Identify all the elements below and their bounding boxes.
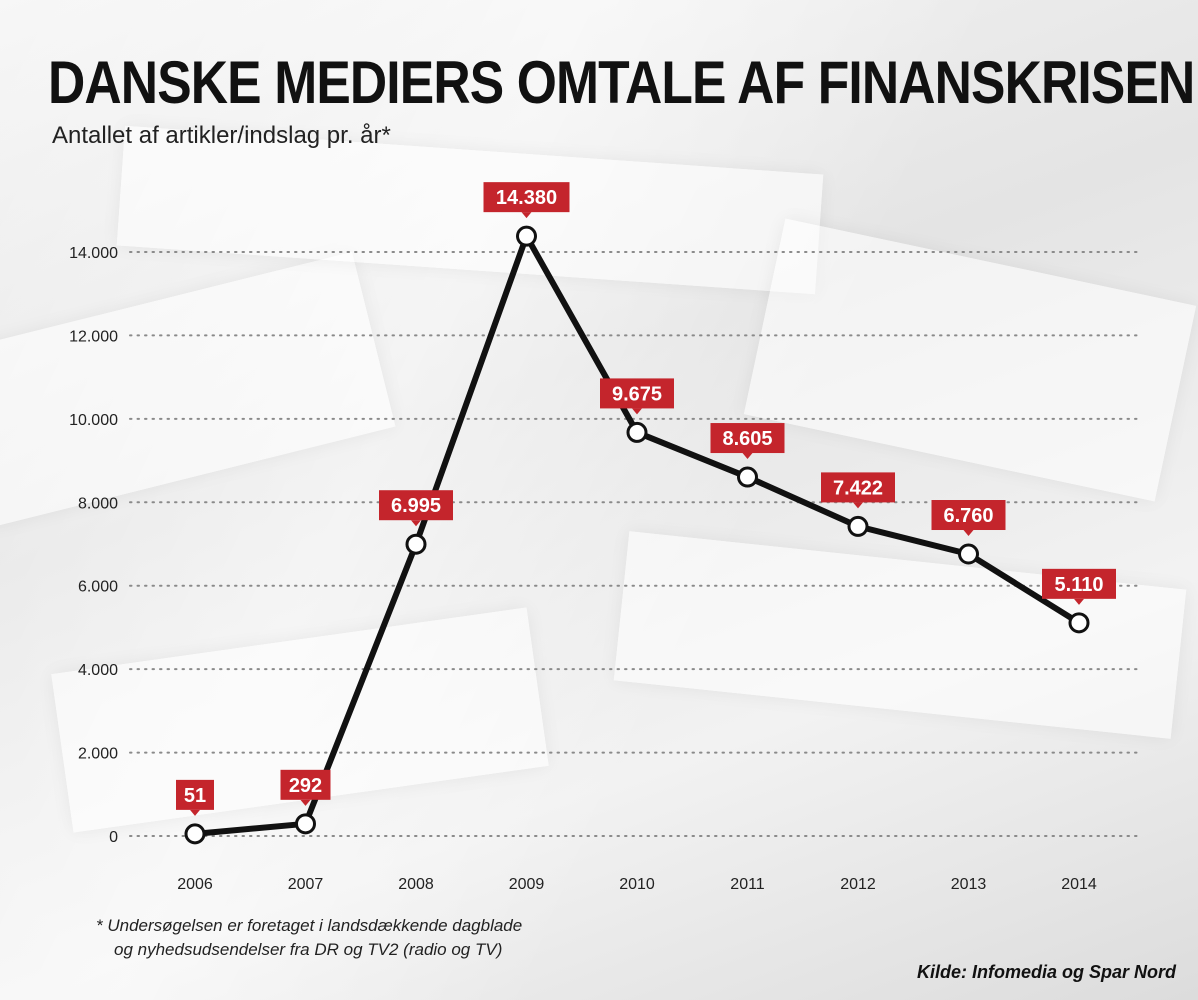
data-point: [516, 225, 537, 247]
x-tick-label: 2007: [288, 876, 324, 893]
data-label-box: [600, 378, 674, 409]
data-label-box: [176, 779, 214, 810]
data-point: [1068, 612, 1090, 634]
data-label: 7.422: [833, 477, 883, 499]
data-label: 14.380: [496, 187, 557, 209]
y-axis-ticks: 0 2.000 4.000 6.000 8.000 10.000 12.000 14.000: [69, 245, 118, 846]
data-label-pointer: [190, 809, 200, 816]
data-label-box: [483, 182, 570, 213]
y-tick-label: 2.000: [78, 746, 118, 763]
data-label: 8.605: [722, 428, 772, 450]
data-label: 6.760: [943, 505, 993, 527]
data-label-box: [931, 500, 1006, 531]
data-point: [847, 515, 869, 537]
marker-layer: [184, 225, 1090, 845]
y-tick-label: 12.000: [69, 328, 118, 345]
data-point: [626, 421, 648, 443]
data-label-box: [379, 490, 453, 521]
series-line-layer: [192, 233, 1082, 837]
data-label-box: [821, 472, 895, 503]
data-label: 9.675: [612, 383, 662, 405]
chart-subtitle: Antallet af artikler/indslag pr. år*: [52, 122, 391, 149]
x-tick-label: 2006: [177, 876, 213, 893]
series-line: [192, 233, 1082, 837]
data-label-pointer: [521, 212, 532, 219]
data-point: [958, 543, 979, 565]
data-point: [405, 533, 427, 555]
data-label-pointer: [632, 408, 642, 415]
data-label-box: [710, 423, 785, 454]
y-tick-label: 10.000: [69, 412, 118, 429]
x-tick-label: 2010: [619, 876, 655, 893]
data-label-pointer: [742, 453, 753, 460]
data-point: [737, 466, 758, 488]
data-label: 5.110: [1055, 574, 1104, 596]
x-tick-label: 2009: [509, 876, 545, 893]
data-label: 51: [184, 785, 206, 807]
x-tick-label: 2011: [730, 876, 765, 893]
data-label-pointer: [963, 530, 974, 537]
grid-layer: [129, 251, 1141, 837]
x-tick-label: 2014: [1061, 876, 1097, 893]
y-tick-label: 6.000: [78, 579, 118, 596]
y-tick-label: 8.000: [78, 495, 118, 512]
footnote-line-2: og nyhedsudsendelser fra DR og TV2 (radi…: [114, 940, 503, 959]
data-label-box: [1042, 568, 1116, 599]
data-label: 6.995: [391, 495, 441, 517]
x-tick-label: 2008: [398, 876, 434, 893]
source-credit: Kilde: Infomedia og Spar Nord: [916, 962, 1176, 982]
data-point: [295, 813, 316, 835]
data-label-pointer: [411, 520, 421, 527]
y-tick-label: 14.000: [69, 245, 118, 262]
data-label-pointer: [300, 799, 311, 806]
x-axis-ticks: 2006 2007 2008 2009 2010 2011 2012 2013 2014: [177, 876, 1097, 893]
data-label-layer: 51 292 6.995 14.380 9.675 8.605 7.422 6.760 5.11…: [176, 182, 1116, 816]
y-tick-label: 0: [109, 829, 118, 846]
data-label-pointer: [853, 502, 863, 509]
data-label-pointer: [1074, 598, 1084, 605]
data-label-box: [280, 769, 331, 800]
data-point: [184, 823, 206, 845]
x-tick-label: 2013: [951, 876, 987, 893]
footnote: * Undersøgelsen er foretaget i landsdækk…: [96, 914, 716, 962]
y-tick-label: 4.000: [78, 662, 118, 679]
chart-title: DANSKE MEDIERS OMTALE AF FINANSKRISEN: [48, 49, 1195, 116]
footnote-line-1: * Undersøgelsen er foretaget i landsdækk…: [96, 916, 523, 935]
x-tick-label: 2012: [840, 876, 876, 893]
data-label: 292: [289, 775, 322, 797]
